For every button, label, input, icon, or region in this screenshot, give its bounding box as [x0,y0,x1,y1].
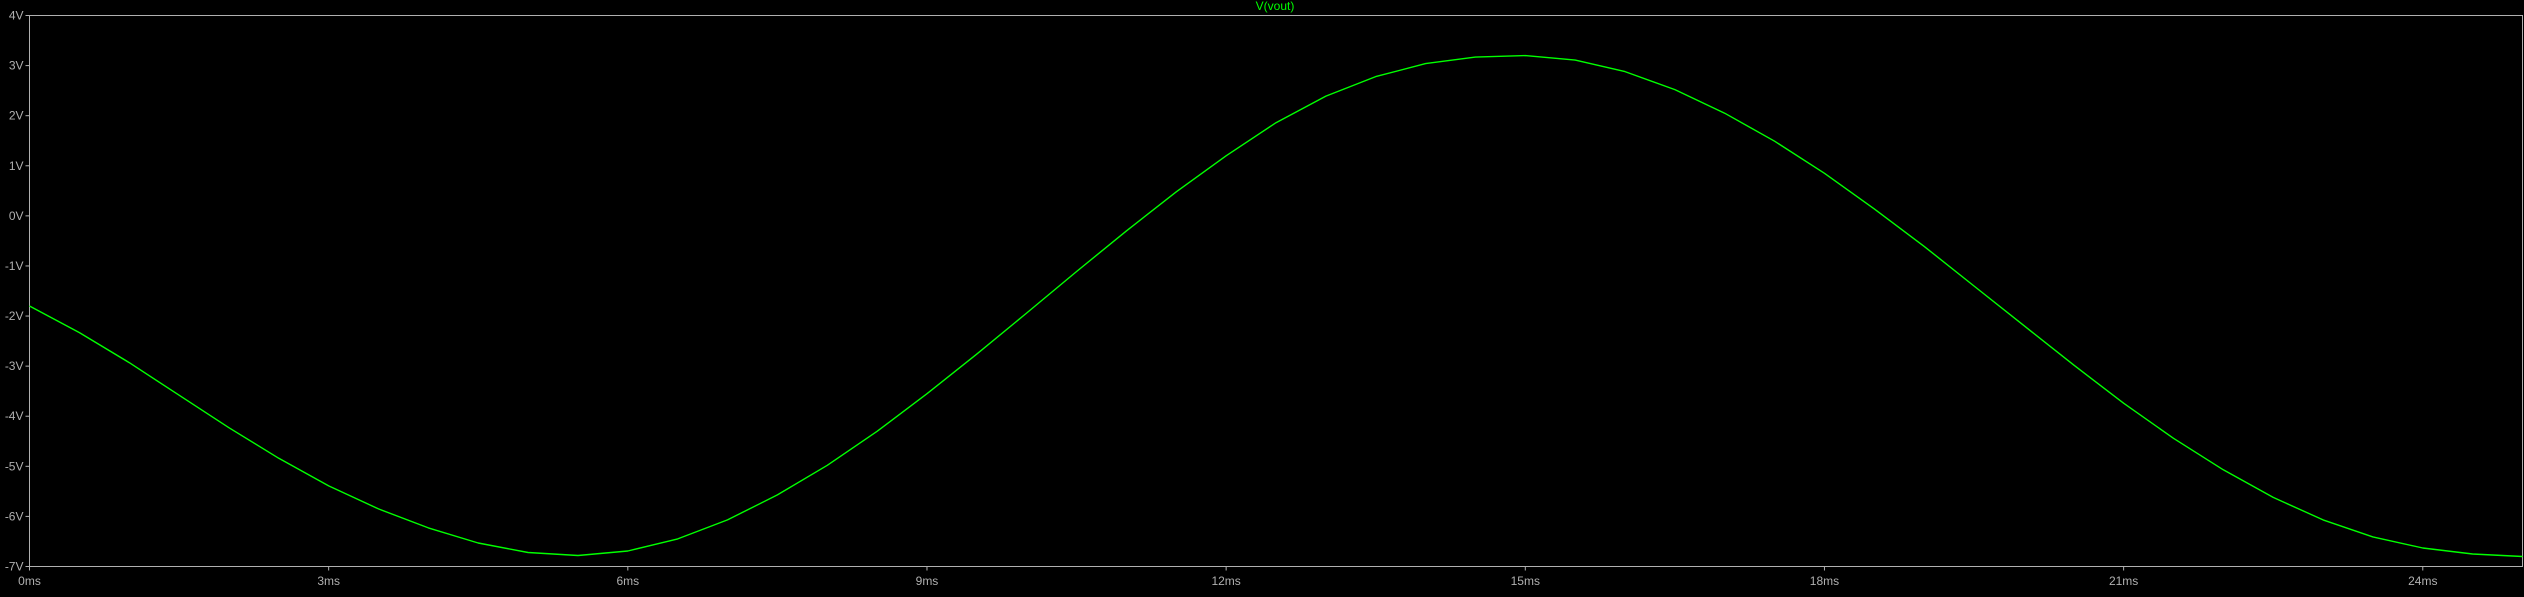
x-tick-label: 9ms [916,574,939,588]
y-tick-label: -2V [5,309,24,323]
x-tick-label: 0ms [18,574,41,588]
y-tick-label: -3V [5,359,24,373]
x-tick-label: 12ms [1211,574,1240,588]
trace-title[interactable]: V(vout) [1256,0,1295,13]
x-tick-label: 18ms [1810,574,1839,588]
tick-marks [25,15,2424,571]
x-axis-labels: 0ms 3ms 6ms 9ms 12ms 15ms 18ms 21ms 24ms [18,574,2437,588]
x-tick-label: 21ms [2109,574,2138,588]
y-tick-label: -5V [5,459,24,473]
x-tick-label: 24ms [2408,574,2437,588]
series-layer [29,54,2523,558]
y-tick-label: 0V [9,209,24,223]
x-tick-label: 15ms [1511,574,1540,588]
y-tick-label: -1V [5,259,24,273]
y-tick-label: 2V [9,109,24,123]
x-tick-label: 3ms [317,574,340,588]
plot-frame [29,15,2523,567]
y-tick-label: 3V [9,59,24,73]
y-axis-labels: 4V 3V 2V 1V 0V -1V -2V -3V -4V -5V -6V -7V [5,9,24,574]
y-tick-label: -6V [5,509,24,523]
y-tick-label: 1V [9,159,24,173]
series-line-vout [29,54,2523,558]
y-tick-label: -4V [5,409,24,423]
y-tick-label: 4V [9,9,24,23]
x-tick-label: 6ms [616,574,639,588]
y-tick-label: -7V [5,560,24,574]
